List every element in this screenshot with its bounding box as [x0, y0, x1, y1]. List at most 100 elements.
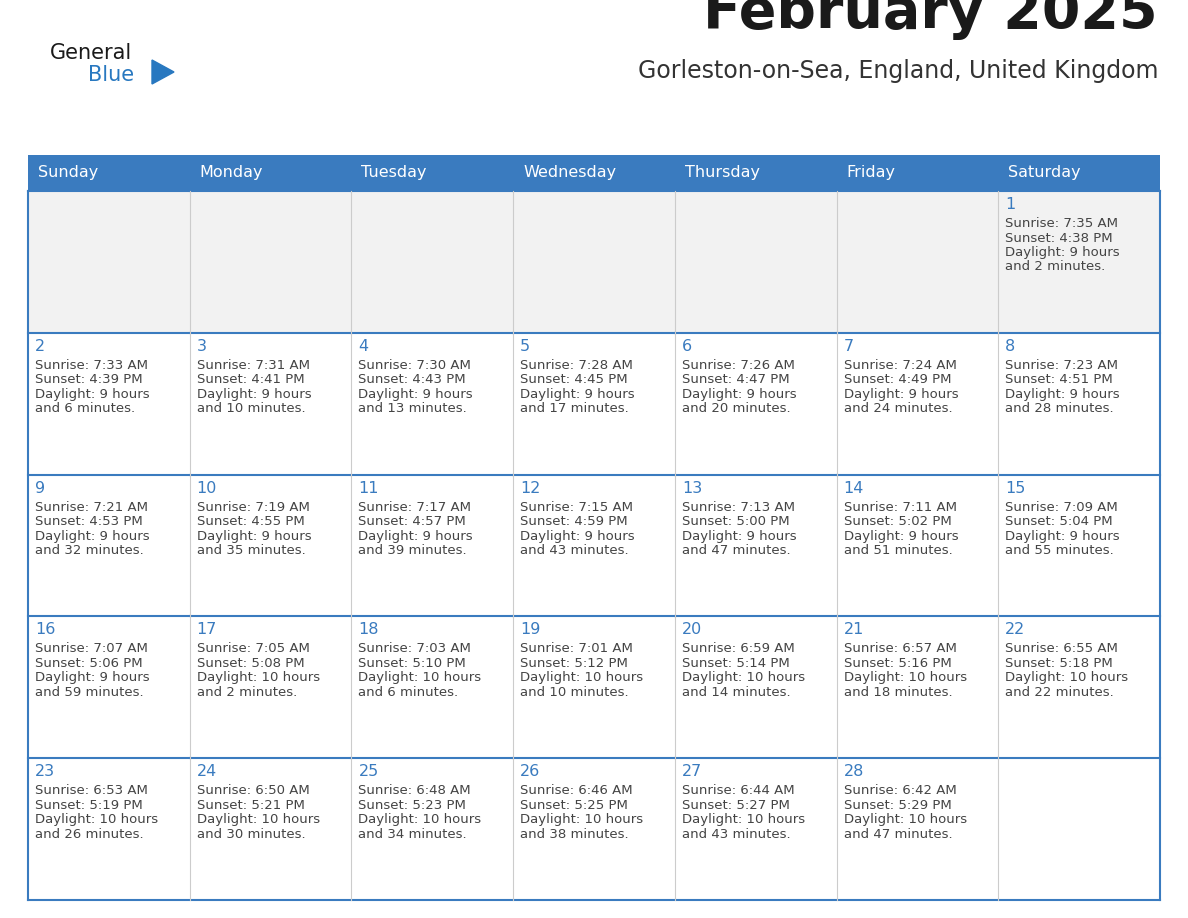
Text: Sunrise: 7:01 AM: Sunrise: 7:01 AM	[520, 643, 633, 655]
Bar	[998, 758, 1159, 900]
Text: 28: 28	[843, 764, 864, 779]
Bar	[29, 616, 190, 758]
Text: Sunset: 5:04 PM: Sunset: 5:04 PM	[1005, 515, 1113, 528]
Bar	[190, 616, 352, 758]
Bar	[29, 758, 190, 900]
Text: and 39 minutes.: and 39 minutes.	[359, 544, 467, 557]
Bar	[513, 333, 675, 475]
Text: Monday: Monday	[200, 165, 264, 181]
Text: 22: 22	[1005, 622, 1025, 637]
Bar	[352, 191, 513, 333]
Text: 26: 26	[520, 764, 541, 779]
Text: Sunrise: 7:13 AM: Sunrise: 7:13 AM	[682, 500, 795, 513]
Text: Sunset: 4:43 PM: Sunset: 4:43 PM	[359, 374, 466, 386]
Bar	[675, 475, 836, 616]
Bar	[675, 191, 836, 333]
Text: and 38 minutes.: and 38 minutes.	[520, 828, 628, 841]
Text: and 2 minutes.: and 2 minutes.	[1005, 261, 1106, 274]
Text: Blue: Blue	[88, 65, 134, 85]
Text: Sunrise: 6:48 AM: Sunrise: 6:48 AM	[359, 784, 472, 797]
Bar	[513, 475, 675, 616]
Text: Daylight: 9 hours: Daylight: 9 hours	[197, 530, 311, 543]
Bar	[836, 475, 998, 616]
Text: Daylight: 9 hours: Daylight: 9 hours	[1005, 530, 1120, 543]
Text: Sunset: 5:16 PM: Sunset: 5:16 PM	[843, 657, 952, 670]
Text: and 51 minutes.: and 51 minutes.	[843, 544, 953, 557]
Text: Daylight: 9 hours: Daylight: 9 hours	[843, 387, 959, 401]
Text: 15: 15	[1005, 481, 1025, 496]
Text: and 59 minutes.: and 59 minutes.	[34, 686, 144, 699]
Text: Friday: Friday	[847, 165, 896, 181]
Bar	[513, 155, 675, 191]
Text: Sunset: 5:06 PM: Sunset: 5:06 PM	[34, 657, 143, 670]
Text: Sunset: 5:10 PM: Sunset: 5:10 PM	[359, 657, 466, 670]
Text: and 10 minutes.: and 10 minutes.	[520, 686, 628, 699]
Text: Sunrise: 7:28 AM: Sunrise: 7:28 AM	[520, 359, 633, 372]
Bar	[836, 333, 998, 475]
Text: 25: 25	[359, 764, 379, 779]
Text: 1: 1	[1005, 197, 1016, 212]
Text: Sunday: Sunday	[38, 165, 99, 181]
Bar	[513, 191, 675, 333]
Text: Sunrise: 7:35 AM: Sunrise: 7:35 AM	[1005, 217, 1118, 230]
Text: Daylight: 9 hours: Daylight: 9 hours	[682, 530, 796, 543]
Text: and 20 minutes.: and 20 minutes.	[682, 402, 790, 415]
Text: and 10 minutes.: and 10 minutes.	[197, 402, 305, 415]
Bar	[190, 191, 352, 333]
Text: Sunrise: 6:50 AM: Sunrise: 6:50 AM	[197, 784, 309, 797]
Text: Sunset: 4:45 PM: Sunset: 4:45 PM	[520, 374, 627, 386]
Text: Daylight: 10 hours: Daylight: 10 hours	[1005, 671, 1129, 685]
Text: Sunrise: 6:57 AM: Sunrise: 6:57 AM	[843, 643, 956, 655]
Text: 10: 10	[197, 481, 217, 496]
Text: Sunrise: 7:11 AM: Sunrise: 7:11 AM	[843, 500, 956, 513]
Text: 2: 2	[34, 339, 45, 353]
Text: and 28 minutes.: and 28 minutes.	[1005, 402, 1114, 415]
Text: Sunrise: 7:24 AM: Sunrise: 7:24 AM	[843, 359, 956, 372]
Bar	[190, 758, 352, 900]
Text: Sunrise: 7:21 AM: Sunrise: 7:21 AM	[34, 500, 148, 513]
Text: Sunrise: 7:31 AM: Sunrise: 7:31 AM	[197, 359, 310, 372]
Text: Daylight: 10 hours: Daylight: 10 hours	[682, 671, 805, 685]
Bar	[675, 758, 836, 900]
Text: and 55 minutes.: and 55 minutes.	[1005, 544, 1114, 557]
Text: Daylight: 9 hours: Daylight: 9 hours	[359, 387, 473, 401]
Text: Daylight: 9 hours: Daylight: 9 hours	[34, 530, 150, 543]
Text: Daylight: 9 hours: Daylight: 9 hours	[1005, 387, 1120, 401]
Text: Sunset: 5:08 PM: Sunset: 5:08 PM	[197, 657, 304, 670]
Text: 14: 14	[843, 481, 864, 496]
Text: Sunrise: 7:26 AM: Sunrise: 7:26 AM	[682, 359, 795, 372]
Text: Sunrise: 7:03 AM: Sunrise: 7:03 AM	[359, 643, 472, 655]
Text: Sunset: 5:29 PM: Sunset: 5:29 PM	[843, 799, 952, 812]
Text: and 17 minutes.: and 17 minutes.	[520, 402, 628, 415]
Bar	[675, 333, 836, 475]
Text: and 35 minutes.: and 35 minutes.	[197, 544, 305, 557]
Text: 4: 4	[359, 339, 368, 353]
Text: Sunset: 5:02 PM: Sunset: 5:02 PM	[843, 515, 952, 528]
Text: Sunset: 4:57 PM: Sunset: 4:57 PM	[359, 515, 466, 528]
Text: Sunset: 5:25 PM: Sunset: 5:25 PM	[520, 799, 628, 812]
Polygon shape	[152, 60, 173, 84]
Bar	[352, 758, 513, 900]
Text: and 13 minutes.: and 13 minutes.	[359, 402, 467, 415]
Text: and 18 minutes.: and 18 minutes.	[843, 686, 953, 699]
Text: Sunrise: 7:19 AM: Sunrise: 7:19 AM	[197, 500, 310, 513]
Text: and 2 minutes.: and 2 minutes.	[197, 686, 297, 699]
Bar	[513, 758, 675, 900]
Text: Daylight: 9 hours: Daylight: 9 hours	[34, 671, 150, 685]
Text: Sunset: 5:27 PM: Sunset: 5:27 PM	[682, 799, 790, 812]
Text: Sunset: 4:51 PM: Sunset: 4:51 PM	[1005, 374, 1113, 386]
Text: 20: 20	[682, 622, 702, 637]
Bar	[29, 155, 190, 191]
Text: and 47 minutes.: and 47 minutes.	[843, 828, 953, 841]
Bar	[836, 758, 998, 900]
Text: Daylight: 10 hours: Daylight: 10 hours	[359, 813, 481, 826]
Bar	[29, 191, 190, 333]
Text: Sunset: 5:18 PM: Sunset: 5:18 PM	[1005, 657, 1113, 670]
Text: 11: 11	[359, 481, 379, 496]
Text: Daylight: 9 hours: Daylight: 9 hours	[520, 530, 634, 543]
Bar	[352, 155, 513, 191]
Text: 24: 24	[197, 764, 217, 779]
Text: 13: 13	[682, 481, 702, 496]
Text: Sunrise: 7:07 AM: Sunrise: 7:07 AM	[34, 643, 147, 655]
Text: Daylight: 9 hours: Daylight: 9 hours	[520, 387, 634, 401]
